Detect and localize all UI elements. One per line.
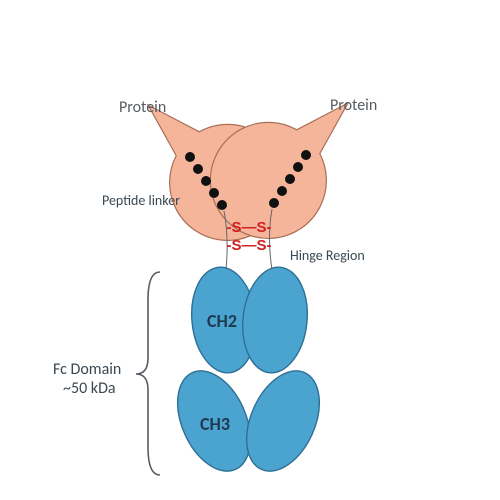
disulfide-top: -S—S- bbox=[227, 219, 272, 236]
hinge-region-label: Hinge Region bbox=[290, 247, 365, 264]
ch2-label: CH2 bbox=[207, 310, 237, 332]
peptide-linker-label: Peptide linker bbox=[102, 192, 180, 209]
fc-fusion-diagram: Protein Protein Peptide linker -S—S- -S—… bbox=[0, 0, 500, 500]
ch3-label: CH3 bbox=[200, 413, 230, 435]
disulfide-bottom: -S—S- bbox=[227, 237, 272, 254]
fc-domain-label-1: Fc Domain bbox=[53, 360, 121, 379]
fc-domain-label-2: ~50 kDa bbox=[63, 379, 116, 398]
protein-left-label: Protein bbox=[119, 98, 166, 117]
protein-right-label: Protein bbox=[330, 96, 377, 115]
fc-domain-brace bbox=[136, 272, 160, 475]
